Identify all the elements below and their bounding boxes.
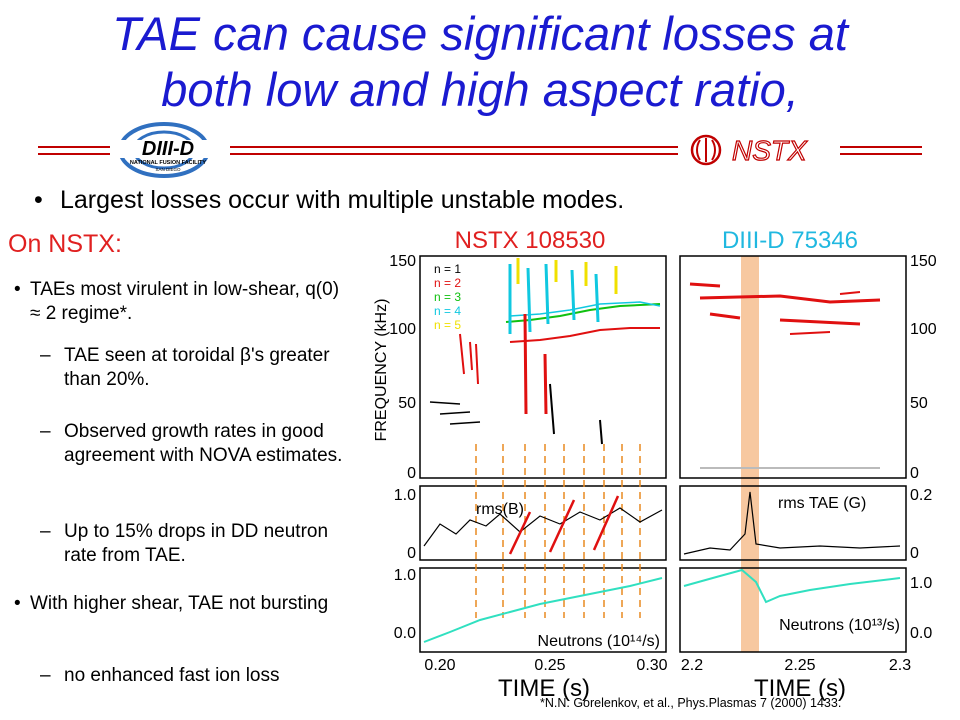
x-tick: 0.25 [534,657,565,674]
sub-bullet-item: – no enhanced fast ion loss [40,665,280,686]
nstx-rms-panel [419,485,667,561]
freq-tick: 0 [407,465,416,482]
divider-line [840,153,922,155]
x-axis-label-right: TIME (s) [754,675,846,702]
legend-n1: n = 1 [434,262,461,276]
freq-tick: 50 [398,395,416,412]
legend-n5: n = 5 [434,318,461,332]
diii-d-logo-subtext2: SAN DIEGO [155,167,181,172]
neutron-left-label: Neutrons (10¹⁴/s) [538,633,660,650]
sub-bullet-item: – Up to 15% drops in DD neutron rate from… [40,521,329,566]
legend-n2: n = 2 [434,276,461,290]
sub-bullet-item: – Observed growth rates in good agreement… [40,421,343,466]
diiid-rms-panel [679,485,907,561]
main-bullet: • Largest losses occur with multiple unst… [34,186,624,215]
divider-line [38,153,678,155]
main-bullet-text: Largest losses occur with multiple unsta… [60,186,625,214]
bullet-item: • TAEs most virulent in low-shear, q(0) ≈… [14,279,340,324]
citation: *N.N. Gorelenkov, et al., Phys.Plasmas 7… [540,696,842,710]
diiid-spectrogram [689,282,881,469]
freq-tick: 100 [389,321,416,338]
y-axis-label: FREQUENCY (kHz) [373,299,390,442]
diiid-rms-trace [683,491,901,555]
x-tick: 0.20 [424,657,455,674]
title-line-2: both low and high aspect ratio, [161,63,799,116]
sub-bullet-text: Up to 15% drops in DD neutron rate from … [64,521,329,566]
diii-d-logo-subtext: NATIONAL FUSION FACILITY [130,160,207,166]
diiid-neutron-panel [679,567,907,653]
bullet-text: With higher shear, TAE not bursting [30,593,329,614]
figure: NSTX 108530 DIII-D 75346 [373,227,937,702]
bullet-item: • With higher shear, TAE not bursting [14,593,329,614]
neutron-right-label: Neutrons (10¹³/s) [779,617,900,634]
sub-bullet-text: Observed growth rates in good agreement … [64,421,343,466]
left-figure-title: NSTX 108530 [455,227,606,254]
x-tick: 2.2 [681,657,703,674]
neutron-tick: 0.0 [394,625,416,642]
bullet-marker: • [34,186,43,214]
legend-n3: n = 3 [434,290,461,304]
mode-legend: n = 1 n = 2 n = 3 n = 4 n = 5 [434,262,461,332]
highlight-band [741,256,759,652]
nstx-logo: NSTX [690,134,809,167]
freq-tick: 0 [910,465,919,482]
x-tick: 0.30 [636,657,667,674]
freq-tick: 50 [910,395,928,412]
diii-d-logo: DIII-D NATIONAL FUSION FACILITY SAN DIEG… [110,122,230,178]
neutron-tick: 1.0 [910,575,932,592]
rms-left-label: rms(B) [476,501,524,518]
rms-tick: 0 [407,545,416,562]
neutron-tick: 0.0 [910,625,932,642]
right-figure-title: DIII-D 75346 [722,227,858,254]
freq-tick: 100 [910,321,937,338]
freq-tick: 150 [910,253,937,270]
nstx-spectrogram [429,258,661,445]
section-heading: On NSTX: [8,230,122,258]
rms-tick: 0 [910,545,919,562]
nstx-rms-trace [423,507,663,547]
title-line-1: TAE can cause significant losses at [112,7,848,60]
sub-bullet-text: TAE seen at toroidal β's greater than 20… [64,345,330,390]
diiid-neutron-trace [683,568,901,604]
divider-line [840,146,922,148]
nstx-neutron-trace [423,577,663,643]
rms-tick: 0.2 [910,487,932,504]
x-tick: 2.3 [889,657,911,674]
freq-tick: 150 [389,253,416,270]
x-axis-label-left: TIME (s) [498,675,590,702]
slide-title: TAE can cause significant losses at both… [0,6,960,118]
x-tick: 2.25 [784,657,815,674]
burst-markers [475,444,641,618]
rms-right-label: rms TAE (G) [778,495,866,512]
bullet-text: TAEs most virulent in low-shear, q(0) ≈ … [30,279,340,324]
nstx-freq-panel [419,255,667,479]
diiid-freq-panel [679,255,907,479]
nstx-logo-text: NSTX [732,135,808,166]
rms-tick: 1.0 [394,487,416,504]
sub-bullet-text: no enhanced fast ion loss [64,665,280,686]
diii-d-logo-text: DIII-D [142,138,194,160]
divider-line [38,146,678,148]
sub-bullet-item: – TAE seen at toroidal β's greater than 2… [40,345,330,390]
legend-n4: n = 4 [434,304,461,318]
neutron-tick: 1.0 [394,567,416,584]
nstx-rms-bursts [508,495,620,555]
nstx-neutron-panel [419,567,667,653]
